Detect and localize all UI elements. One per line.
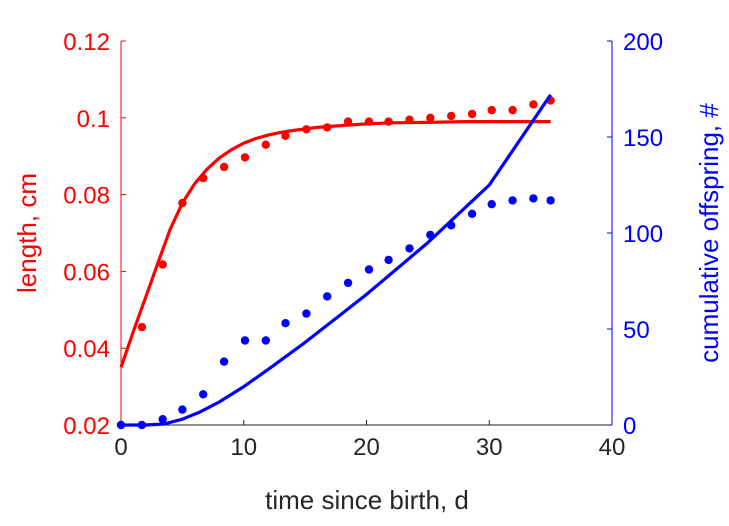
offspring-data-point: [529, 194, 538, 203]
offspring-fit-line: [121, 93, 552, 427]
offspring-data-point: [508, 196, 517, 205]
left-y-axis-title: length, cm: [12, 173, 42, 293]
left-y-tick-label: 0.02: [63, 413, 110, 440]
offspring-data-point: [219, 357, 229, 366]
length-data-point: [529, 100, 538, 109]
offspring-data-point: [158, 415, 167, 424]
length-fit-line: [119, 120, 551, 368]
offspring-data-point: [546, 196, 555, 205]
length-data-point: [240, 153, 250, 162]
series-layer: [116, 93, 555, 430]
x-tick-label: 30: [476, 434, 503, 461]
length-data-point: [261, 140, 270, 149]
x-axis-title: time since birth, d: [265, 485, 469, 515]
left-y-tick-label: 0.06: [63, 259, 110, 286]
length-data-point: [219, 162, 229, 172]
offspring-data-point: [364, 265, 374, 274]
length-data-point: [467, 109, 477, 119]
length-data-point: [447, 111, 456, 121]
right-y-tick-label: 50: [623, 317, 650, 344]
length-data-point: [426, 113, 435, 123]
length-data-point: [487, 105, 496, 115]
offspring-data-point: [405, 244, 414, 253]
offspring-data-point: [487, 200, 496, 209]
x-tick-label: 10: [230, 434, 257, 461]
offspring-data-point: [281, 319, 290, 328]
x-tick-label: 20: [353, 434, 380, 461]
right-y-tick-label: 0: [623, 413, 636, 440]
offspring-data-point: [467, 209, 477, 218]
left-y-tick-label: 0.1: [77, 106, 110, 133]
offspring-data-point: [261, 336, 270, 345]
offspring-data-point: [323, 292, 332, 301]
x-tick-label: 40: [599, 434, 626, 461]
offspring-data-point: [178, 405, 187, 414]
right-y-tick-label: 100: [623, 221, 663, 248]
offspring-data-point: [343, 278, 353, 288]
x-tick-label: 0: [114, 434, 127, 461]
length-data-point: [508, 105, 517, 115]
right-y-tick-label: 200: [623, 29, 663, 56]
left-y-tick-label: 0.04: [63, 336, 110, 363]
offspring-data-point: [302, 309, 311, 318]
length-data-point: [158, 260, 167, 269]
offspring-data-point: [384, 255, 393, 265]
length-data-point: [281, 131, 290, 140]
left-y-tick-label: 0.08: [63, 183, 110, 210]
right-y-tick-label: 150: [623, 125, 663, 152]
offspring-data-point: [240, 336, 250, 345]
offspring-data-point: [199, 390, 208, 399]
labels-layer: time since birth, d length, cm cumulativ…: [12, 103, 724, 515]
axes-layer: 0 10 20 30 40 0.02 0.04 0.06 0.08 0.1 0.12 0 50 100 15…: [63, 29, 663, 461]
left-y-tick-label: 0.12: [63, 29, 110, 56]
length-data-point: [137, 322, 147, 332]
right-y-axis-title: cumulative offspring, #: [694, 103, 724, 363]
